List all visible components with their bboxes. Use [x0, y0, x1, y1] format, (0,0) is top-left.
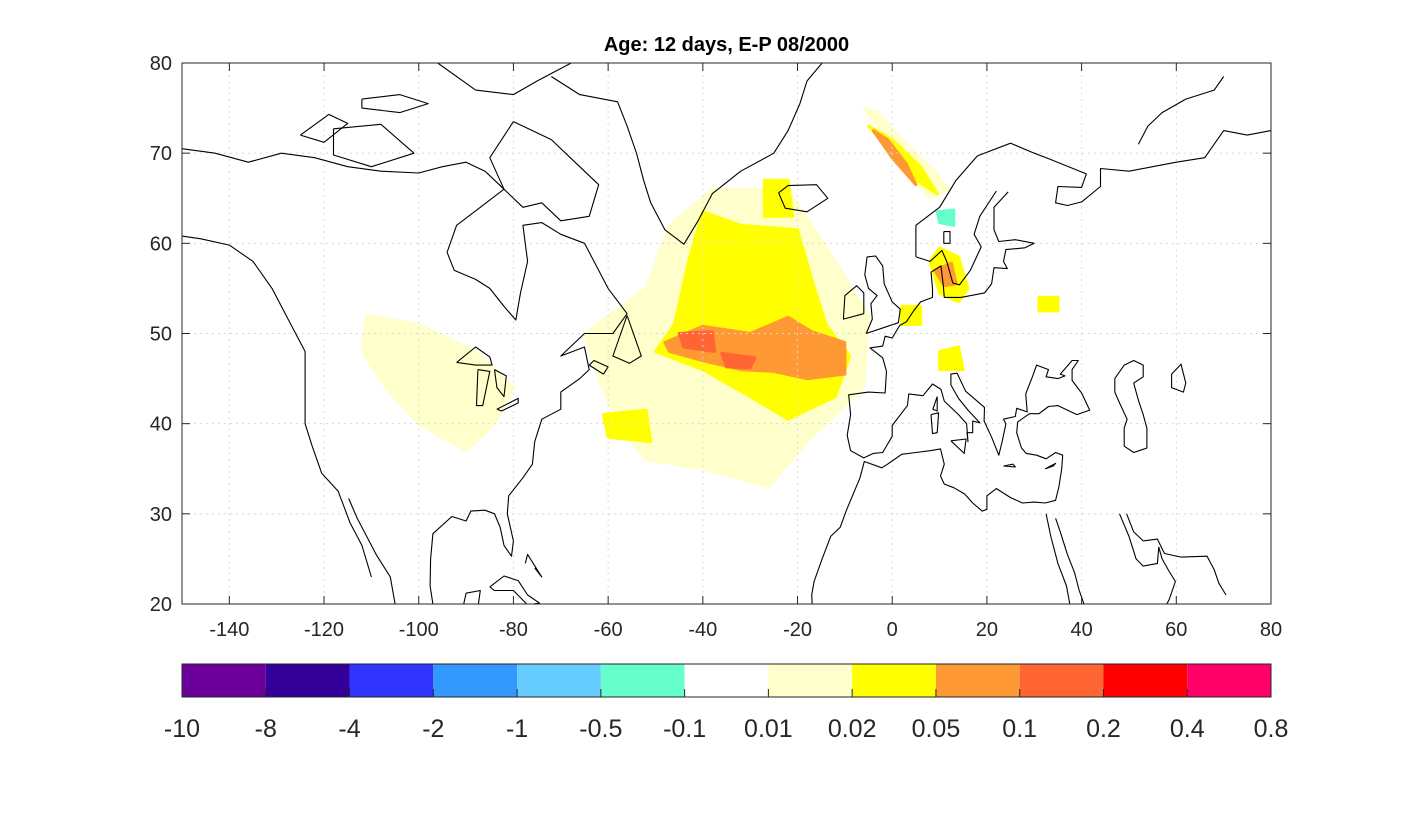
coastline [778, 184, 829, 213]
contour-region [360, 314, 515, 453]
colorbar-label: 0.05 [912, 715, 961, 743]
colorbar-label: -10 [164, 715, 200, 743]
coastline [182, 235, 372, 578]
coastline [437, 63, 573, 96]
coastline [943, 231, 951, 244]
colorbar: -10 -8 -4 -2 -1 -0.5 -0.1 0.01 0.02 0.05 0.1 0.2 0.4… [164, 663, 1289, 743]
colorbar-bin [433, 664, 518, 697]
y-tick-label: 40 [150, 414, 172, 436]
colorbar-bin [517, 664, 601, 697]
y-tick-label: 20 [150, 594, 172, 616]
coastline [456, 346, 493, 366]
coastline [361, 94, 429, 114]
contour-region [762, 178, 795, 218]
colorbar-label: -0.5 [579, 715, 622, 743]
coastline [1118, 513, 1176, 604]
coastline [842, 285, 865, 320]
contour-region [601, 408, 653, 444]
contour-region [871, 129, 918, 187]
colorbar-label: 0.1 [1002, 715, 1037, 743]
colorbar-bin [600, 664, 685, 697]
colorbar-bin [182, 664, 266, 697]
x-tick-label: 0 [887, 619, 898, 641]
coastline [182, 148, 628, 604]
coastline [1045, 513, 1071, 604]
coastline [551, 63, 823, 245]
y-tick-label: 50 [150, 324, 172, 346]
colorbar-label: 0.01 [744, 715, 793, 743]
coastline [489, 121, 600, 222]
x-tick-label: 80 [1260, 619, 1282, 641]
x-tick-label: 40 [1070, 619, 1092, 641]
contour-region [720, 351, 757, 370]
colorbar-label: -4 [338, 715, 360, 743]
colorbar-bin [1187, 664, 1271, 697]
colorbar-bin [852, 664, 936, 697]
coastline [1137, 76, 1225, 145]
colorbar-bin [1019, 664, 1104, 697]
colorbar-box [181, 663, 1272, 698]
colorbar-bin [265, 664, 350, 697]
x-tick-label: -100 [399, 619, 439, 641]
colorbar-label: 0.8 [1254, 715, 1289, 743]
coastline [612, 315, 642, 364]
colorbar-bin [684, 664, 769, 697]
coastline [1114, 359, 1148, 454]
x-tick-label: -40 [688, 619, 717, 641]
coastline [588, 359, 609, 375]
coastline [463, 589, 481, 604]
coastline [1171, 363, 1187, 393]
x-tick-label: 60 [1165, 619, 1187, 641]
coastline [493, 369, 507, 398]
colorbar-bin [1103, 664, 1188, 697]
coastline [496, 397, 519, 412]
x-tick-label: -60 [594, 619, 623, 641]
chart-title: Age: 12 days, E-P 08/2000 [603, 34, 850, 56]
colorbar-label: 0.4 [1170, 715, 1205, 743]
coastline [915, 130, 1271, 257]
colorbar-bin [935, 664, 1020, 697]
colorbar-bin [768, 664, 853, 697]
colorbar-label: 0.02 [828, 715, 877, 743]
coastline [332, 123, 415, 168]
contour-region [677, 330, 717, 353]
colorbar-label: -0.1 [663, 715, 706, 743]
map-area [182, 63, 1271, 604]
coastline [300, 113, 349, 143]
contour-region [1037, 295, 1060, 313]
colorbar-label: -1 [506, 715, 528, 743]
coastline [930, 412, 940, 435]
coastline [811, 242, 1091, 604]
coastline [348, 498, 396, 604]
x-tick-label: -120 [304, 619, 344, 641]
coastline [1044, 462, 1057, 470]
contour-region [935, 208, 956, 227]
coastline [932, 396, 938, 412]
x-tick-label: -20 [783, 619, 812, 641]
coastline [475, 369, 491, 407]
colorbar-bin [349, 664, 434, 697]
y-tick-label: 30 [150, 504, 172, 526]
colorbar-label: 0.2 [1086, 715, 1121, 743]
x-tick-label: -140 [209, 619, 249, 641]
coastline [1003, 463, 1016, 468]
y-tick-label: 60 [150, 233, 172, 255]
colorbar-label: -8 [255, 715, 277, 743]
x-tick-label: 20 [976, 619, 998, 641]
x-tick-label: -80 [499, 619, 528, 641]
coastline [864, 255, 901, 335]
coastline [993, 191, 1035, 244]
coastline [489, 575, 541, 604]
coastline [950, 438, 967, 454]
coastline [1055, 518, 1085, 604]
contour-region [938, 345, 965, 372]
y-tick-label: 70 [150, 143, 172, 165]
colorbar-label: -2 [422, 715, 444, 743]
coastline [1126, 513, 1227, 596]
coastline [524, 553, 543, 578]
coastline [915, 190, 997, 286]
y-tick-label: 80 [150, 53, 172, 75]
